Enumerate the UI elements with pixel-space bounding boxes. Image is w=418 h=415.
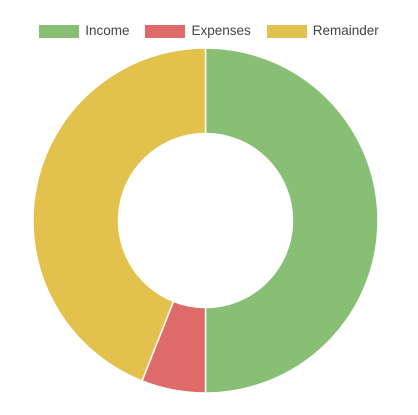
donut-slices bbox=[32, 47, 379, 394]
legend-label-expenses: Expenses bbox=[191, 23, 251, 38]
slice-remainder[interactable] bbox=[32, 47, 207, 382]
legend-swatch-income bbox=[39, 24, 80, 38]
legend-swatch-remainder bbox=[266, 24, 307, 38]
legend-item-income[interactable]: Income bbox=[37, 23, 131, 39]
legend-item-expenses[interactable]: Expenses bbox=[143, 23, 252, 39]
slice-income[interactable] bbox=[204, 47, 379, 394]
chart-legend: Income Expenses Remainder bbox=[0, 21, 418, 41]
legend-item-remainder[interactable]: Remainder bbox=[265, 23, 381, 39]
legend-swatch-expenses bbox=[145, 24, 186, 38]
legend-label-remainder: Remainder bbox=[312, 23, 379, 38]
legend-label-income: Income bbox=[85, 23, 130, 38]
